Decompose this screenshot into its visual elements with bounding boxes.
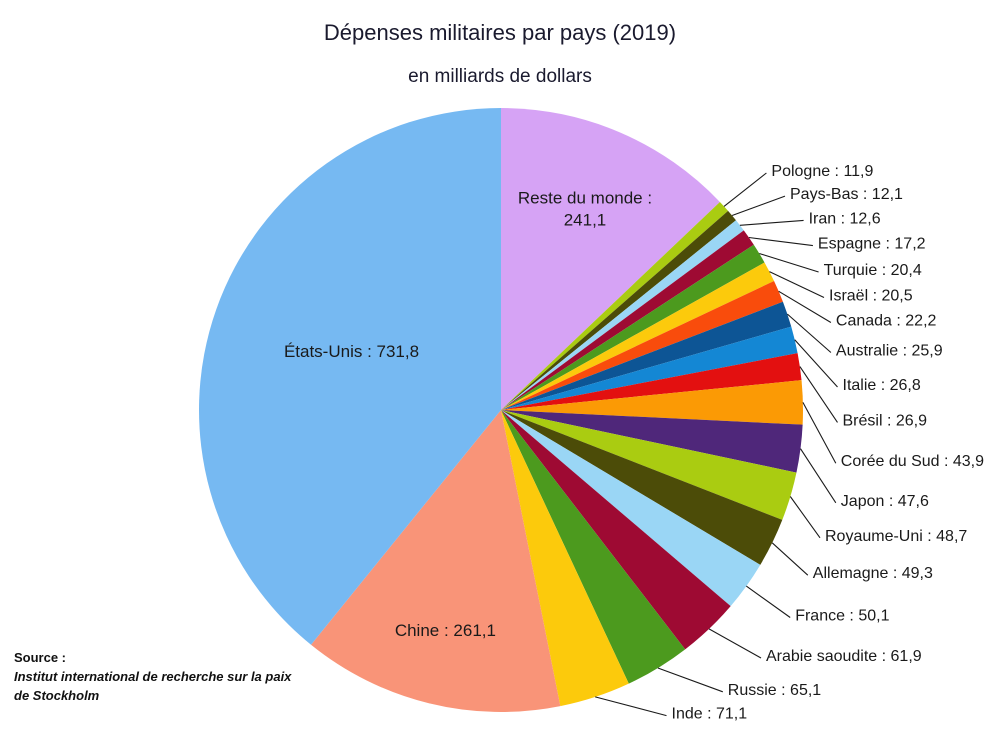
svg-text:France : 50,1: France : 50,1 (795, 608, 889, 625)
svg-text:Inde : 71,1: Inde : 71,1 (672, 706, 748, 723)
svg-text:Turquie : 20,4: Turquie : 20,4 (824, 262, 922, 279)
svg-text:Italie : 26,8: Italie : 26,8 (843, 377, 921, 394)
svg-text:Brésil : 26,9: Brésil : 26,9 (843, 412, 928, 429)
svg-text:Arabie saoudite : 61,9: Arabie saoudite : 61,9 (766, 648, 922, 665)
svg-text:Japon : 47,6: Japon : 47,6 (841, 493, 929, 510)
svg-text:Canada : 22,2: Canada : 22,2 (836, 313, 937, 330)
svg-text:Pays-Bas : 12,1: Pays-Bas : 12,1 (790, 186, 903, 203)
svg-text:241,1: 241,1 (564, 210, 607, 229)
svg-text:Corée du Sud : 43,9: Corée du Sud : 43,9 (841, 453, 984, 470)
svg-text:Royaume-Uni : 48,7: Royaume-Uni : 48,7 (825, 528, 967, 545)
svg-text:Allemagne : 49,3: Allemagne : 49,3 (813, 565, 933, 582)
svg-text:Iran : 12,6: Iran : 12,6 (809, 210, 881, 227)
svg-text:Reste du monde :: Reste du monde : (518, 188, 652, 207)
svg-text:États-Unis : 731,8: États-Unis : 731,8 (284, 342, 419, 361)
svg-text:Chine : 261,1: Chine : 261,1 (395, 621, 496, 640)
svg-text:Australie : 25,9: Australie : 25,9 (836, 343, 943, 360)
svg-text:Russie : 65,1: Russie : 65,1 (728, 682, 821, 699)
svg-text:Espagne : 17,2: Espagne : 17,2 (818, 236, 926, 253)
svg-text:Pologne : 11,9: Pologne : 11,9 (771, 163, 873, 180)
svg-text:Israël : 20,5: Israël : 20,5 (829, 288, 913, 305)
